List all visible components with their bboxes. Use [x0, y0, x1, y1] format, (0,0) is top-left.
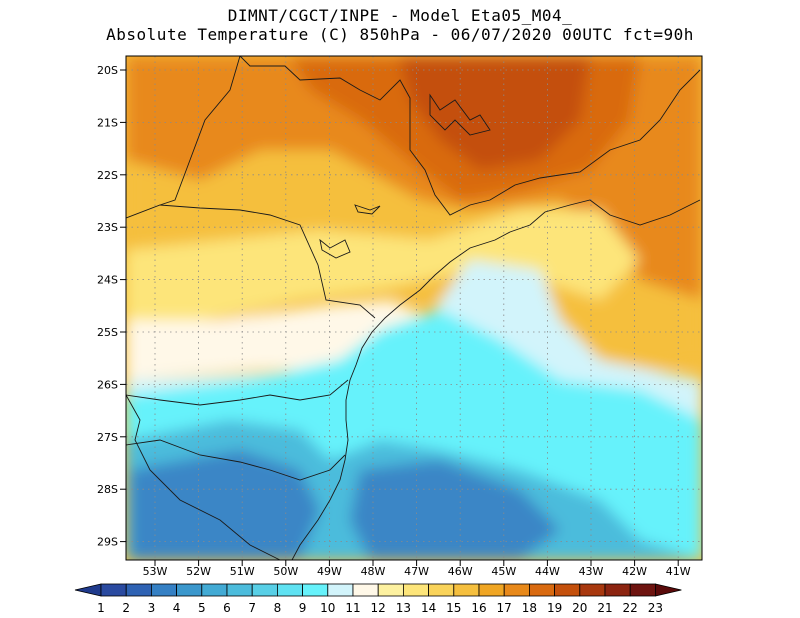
lon-label: 53W — [143, 565, 168, 578]
colorbar-swatch — [201, 583, 228, 597]
field-zone-cold — [130, 450, 560, 560]
colorbar-label: 22 — [623, 601, 638, 615]
colorbar-label: 18 — [522, 601, 537, 615]
colorbar-swatch — [327, 583, 354, 597]
lon-label: 51W — [230, 565, 255, 578]
lake-feature-3 — [354, 204, 381, 215]
state-border-sp-pr — [126, 204, 376, 319]
lat-label: 24S — [97, 274, 118, 287]
colorbar-swatch — [377, 583, 404, 597]
colorbar-label: 23 — [648, 601, 663, 615]
colorbar-label: 10 — [320, 601, 335, 615]
colorbar-label: 19 — [547, 601, 562, 615]
lon-label: 46W — [448, 565, 473, 578]
border-argentina — [126, 394, 281, 560]
colorbar-swatch — [503, 583, 530, 597]
lat-label: 22S — [97, 169, 118, 182]
lon-label: 43W — [579, 565, 604, 578]
colorbar-swatch — [302, 583, 329, 597]
state-border-sc-rs — [126, 439, 346, 481]
latitude-axis-labels: 20S 21S 22S 23S 24S 25S 26S 27S 28S 29S — [97, 64, 126, 549]
colorbar-swatch — [176, 583, 203, 597]
title-line-1: DIMNT/CGCT/INPE - Model Eta05_M04_ — [227, 6, 573, 25]
map-frame — [125, 55, 703, 561]
colorbar-label: 5 — [198, 601, 206, 615]
lon-label: 42W — [622, 565, 647, 578]
lat-label: 20S — [97, 64, 118, 77]
colorbar-label: 12 — [371, 601, 386, 615]
map-gridlines — [126, 56, 702, 560]
colorbar-swatch — [554, 583, 581, 597]
colorbar-label: 16 — [471, 601, 486, 615]
coastline-and-borders — [126, 56, 701, 560]
lat-label: 28S — [97, 483, 118, 496]
lon-label: 52W — [186, 565, 211, 578]
lake-feature-2 — [319, 238, 351, 259]
lake-feature — [429, 93, 491, 136]
colorbar-swatch — [604, 583, 631, 597]
colorbar-label: 21 — [597, 601, 612, 615]
state-border-pr-sc — [126, 379, 349, 406]
lat-label: 26S — [97, 378, 118, 391]
colorbar-swatch — [402, 583, 429, 597]
colorbar-label: 20 — [572, 601, 587, 615]
lon-label: 45W — [491, 565, 516, 578]
field-zone-light-yellow — [126, 210, 640, 320]
colorbar-label: 1 — [97, 601, 105, 615]
lat-label: 21S — [97, 116, 118, 129]
colorbar-swatch — [428, 583, 455, 597]
colorbar-swatch — [150, 583, 177, 597]
colorbar-label: 13 — [396, 601, 411, 615]
colorbar-swatch — [453, 583, 480, 597]
lon-label: 50W — [273, 565, 298, 578]
colorbar-label: 4 — [173, 601, 181, 615]
lat-label: 29S — [97, 536, 118, 549]
lon-label: 44W — [535, 565, 560, 578]
lon-label: 41W — [666, 565, 691, 578]
lat-label: 25S — [97, 326, 118, 339]
lon-label: 47W — [404, 565, 429, 578]
colorbar-swatch — [629, 583, 656, 597]
colorbar-label: 8 — [274, 601, 282, 615]
temperature-field — [126, 56, 702, 560]
coastline — [291, 199, 701, 560]
state-border-mg-sp — [239, 56, 701, 216]
colorbar-label: 9 — [299, 601, 307, 615]
title-line-2: Absolute Temperature (C) 850hPa - 06/07/… — [106, 25, 694, 44]
colorbar-swatch — [100, 583, 127, 597]
colorbar-swatch — [276, 583, 303, 597]
colorbar-label: 11 — [345, 601, 360, 615]
colorbar-arrow-right — [655, 583, 682, 597]
colorbar-label: 3 — [148, 601, 156, 615]
state-border-ms-sp — [159, 56, 241, 206]
colorbar-swatch — [478, 583, 505, 597]
colorbar-label: 14 — [421, 601, 436, 615]
colorbar-swatch — [529, 583, 556, 597]
colorbar-label: 2 — [122, 601, 130, 615]
lon-label: 49W — [317, 565, 342, 578]
colorbar-swatch — [352, 583, 379, 597]
longitude-axis-labels: 53W 52W 51W 50W 49W 48W 47W 46W 45W 44W 43W 42W 41W — [143, 560, 691, 578]
colorbar-label: 6 — [223, 601, 231, 615]
colorbar-swatch — [251, 583, 278, 597]
lon-label: 48W — [361, 565, 386, 578]
lat-label: 27S — [97, 431, 118, 444]
colorbar-arrow-left — [74, 583, 102, 597]
colorbar-label: 17 — [497, 601, 512, 615]
field-zone-hot — [400, 56, 590, 170]
lat-label: 23S — [97, 221, 118, 234]
colorbar-label: 7 — [248, 601, 256, 615]
colorbar-swatch — [226, 583, 253, 597]
colorbar-swatch — [579, 583, 606, 597]
colorbar-label: 15 — [446, 601, 461, 615]
colorbar: 1 2 3 4 5 6 7 8 9 10 11 12 13 14 15 16 17 18 19 20 21 22 23 — [74, 583, 682, 615]
colorbar-swatch — [125, 583, 152, 597]
